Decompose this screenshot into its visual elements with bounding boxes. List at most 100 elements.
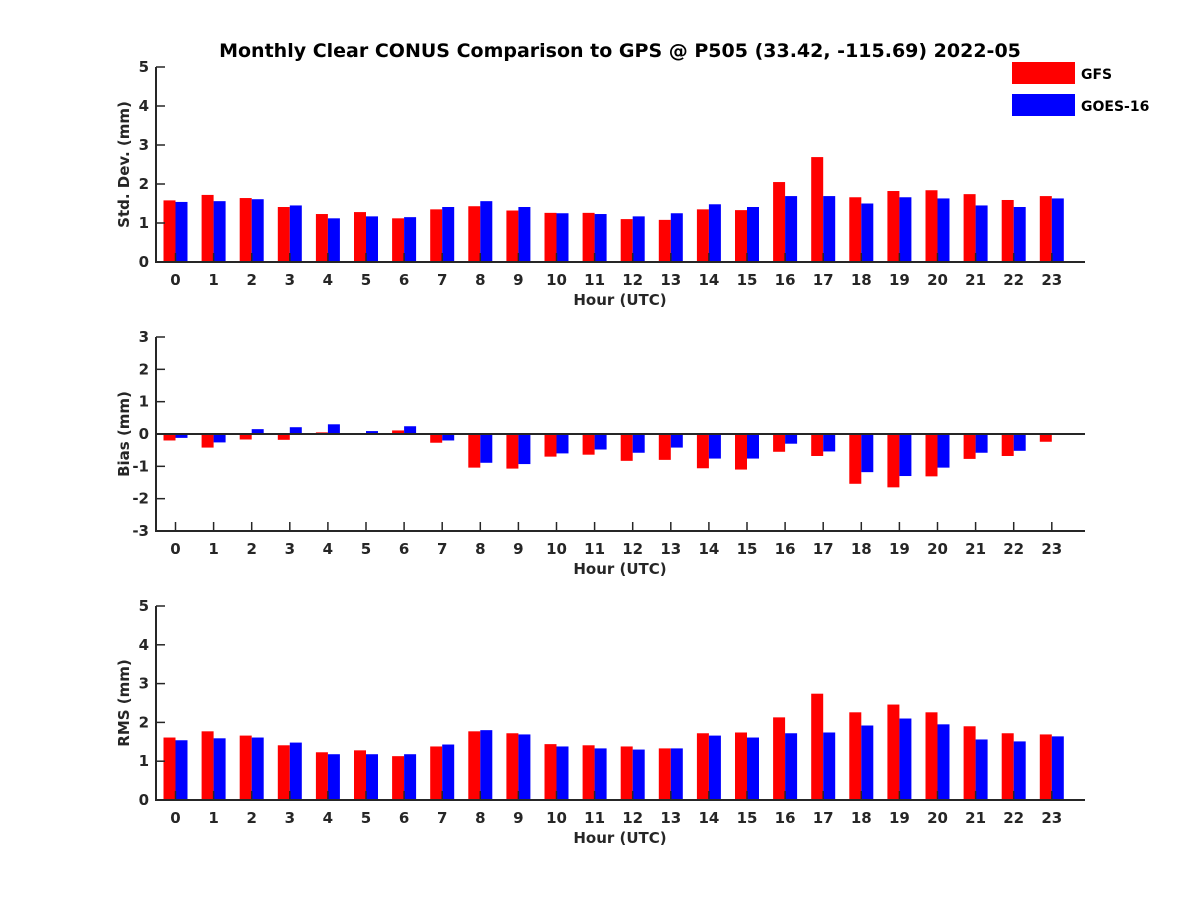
- bias-ytick-label: 0: [139, 425, 149, 443]
- stddev-bar-goes16-1: [213, 201, 226, 262]
- stddev-bar-goes16-12: [632, 216, 645, 262]
- rms-xtick-label: 23: [1041, 809, 1062, 827]
- bias-bar-goes16-11: [594, 434, 607, 450]
- bias-bar-goes16-20: [937, 434, 950, 468]
- stddev-bar-gfs-15: [735, 210, 747, 262]
- stddev-xtick-label: 11: [584, 271, 605, 289]
- stddev-xlabel: Hour (UTC): [573, 291, 666, 309]
- rms-bar-goes16-4: [327, 754, 340, 800]
- rms-bar-goes16-3: [289, 742, 302, 800]
- stddev-xtick-label: 10: [546, 271, 567, 289]
- bias-xtick-label: 10: [546, 540, 567, 558]
- rms-bar-gfs-3: [277, 745, 290, 800]
- bias-bar-gfs-17: [811, 434, 824, 456]
- rms-bar-goes16-10: [556, 746, 569, 800]
- stddev-bar-gfs-10: [544, 212, 557, 262]
- rms-bar-goes16-19: [899, 718, 912, 800]
- stddev-bar-goes16-11: [594, 214, 607, 262]
- stddev-xtick-label: 21: [965, 271, 986, 289]
- stddev-bar-gfs-9: [506, 210, 519, 262]
- bias-xtick-label: 9: [513, 540, 523, 558]
- rms-xtick-label: 20: [927, 809, 948, 827]
- bias-bar-gfs-11: [582, 434, 595, 455]
- stddev-bar-gfs-11: [582, 212, 595, 262]
- rms-bar-gfs-10: [544, 744, 557, 800]
- stddev-bar-goes16-17: [823, 196, 836, 262]
- rms-xtick-label: 22: [1003, 809, 1024, 827]
- bias-xtick-label: 20: [927, 540, 948, 558]
- bias-bar-gfs-13: [658, 434, 671, 460]
- legend-label-goes16: GOES-16: [1081, 99, 1149, 115]
- stddev-bar-goes16-9: [518, 207, 531, 262]
- bias-ytick-label: -2: [132, 490, 149, 508]
- rms-bar-goes16-6: [404, 754, 417, 800]
- rms-xtick-label: 3: [285, 809, 295, 827]
- stddev-ytick-label: 0: [139, 253, 149, 271]
- stddev-xtick-label: 14: [698, 271, 719, 289]
- stddev-bar-goes16-10: [556, 213, 569, 262]
- rms-bar-gfs-0: [163, 737, 176, 800]
- stddev-bar-gfs-13: [658, 219, 671, 262]
- bias-xtick-label: 3: [285, 540, 295, 558]
- rms-ytick-label: 4: [139, 636, 149, 654]
- rms-xtick-label: 11: [584, 809, 605, 827]
- bias-bar-goes16-19: [899, 434, 912, 477]
- rms-bar-gfs-23: [1039, 734, 1052, 800]
- stddev-bar-gfs-14: [696, 209, 709, 262]
- bias-bar-goes16-15: [747, 434, 759, 459]
- bias-ytick-label: -1: [132, 457, 149, 475]
- bias-bar-gfs-1: [201, 434, 214, 448]
- bias-xtick-label: 13: [660, 540, 681, 558]
- bias-bar-gfs-14: [696, 434, 709, 469]
- bias-bar-gfs-16: [773, 434, 786, 452]
- stddev-bar-gfs-2: [239, 198, 252, 262]
- rms-xtick-label: 0: [170, 809, 180, 827]
- stddev-bar-gfs-21: [963, 194, 976, 262]
- bias-xtick-label: 2: [246, 540, 256, 558]
- bias-bar-gfs-8: [468, 434, 481, 468]
- rms-bar-gfs-22: [1001, 733, 1014, 800]
- bias-xtick-label: 18: [851, 540, 872, 558]
- rms-bar-goes16-23: [1051, 736, 1064, 800]
- bias-bar-goes16-16: [785, 434, 798, 444]
- stddev-bar-goes16-22: [1013, 207, 1026, 262]
- rms-bar-gfs-18: [849, 712, 862, 800]
- bias-bar-goes16-5: [366, 431, 378, 434]
- rms-xtick-label: 14: [698, 809, 719, 827]
- rms-bar-gfs-15: [735, 732, 747, 800]
- rms-ytick-label: 0: [139, 791, 149, 809]
- rms-bar-goes16-17: [823, 732, 836, 800]
- stddev-ytick-label: 4: [139, 97, 149, 115]
- bias-ylabel: Bias (mm): [115, 391, 133, 477]
- rms-bar-gfs-12: [620, 746, 633, 800]
- rms-bar-goes16-15: [747, 737, 759, 800]
- stddev-xtick-label: 7: [437, 271, 447, 289]
- bias-xtick-label: 5: [361, 540, 371, 558]
- rms-xtick-label: 6: [399, 809, 409, 827]
- bias-bar-goes16-8: [480, 434, 493, 463]
- stddev-bar-gfs-23: [1039, 196, 1052, 262]
- stddev-ytick-label: 2: [139, 175, 149, 193]
- stddev-bar-goes16-13: [670, 213, 683, 262]
- stddev-bar-goes16-18: [861, 203, 874, 262]
- rms-bar-gfs-5: [354, 750, 366, 800]
- bias-bar-gfs-21: [963, 434, 976, 459]
- rms-bar-goes16-1: [213, 738, 226, 800]
- rms-xtick-label: 21: [965, 809, 986, 827]
- rms-bar-gfs-11: [582, 745, 595, 800]
- stddev-bar-goes16-4: [327, 218, 340, 262]
- legend: GFS GOES-16: [1012, 62, 1149, 116]
- bias-xtick-label: 12: [622, 540, 643, 558]
- stddev-ytick-label: 3: [139, 136, 149, 154]
- stddev-bar-gfs-0: [163, 200, 176, 262]
- rms-bar-gfs-1: [201, 731, 214, 800]
- bias-xtick-label: 22: [1003, 540, 1024, 558]
- stddev-xtick-label: 16: [775, 271, 796, 289]
- bias-xtick-label: 11: [584, 540, 605, 558]
- bias-xlabel: Hour (UTC): [573, 560, 666, 578]
- rms-bar-goes16-12: [632, 749, 645, 800]
- rms-xtick-label: 4: [323, 809, 333, 827]
- bias-xtick-label: 14: [698, 540, 719, 558]
